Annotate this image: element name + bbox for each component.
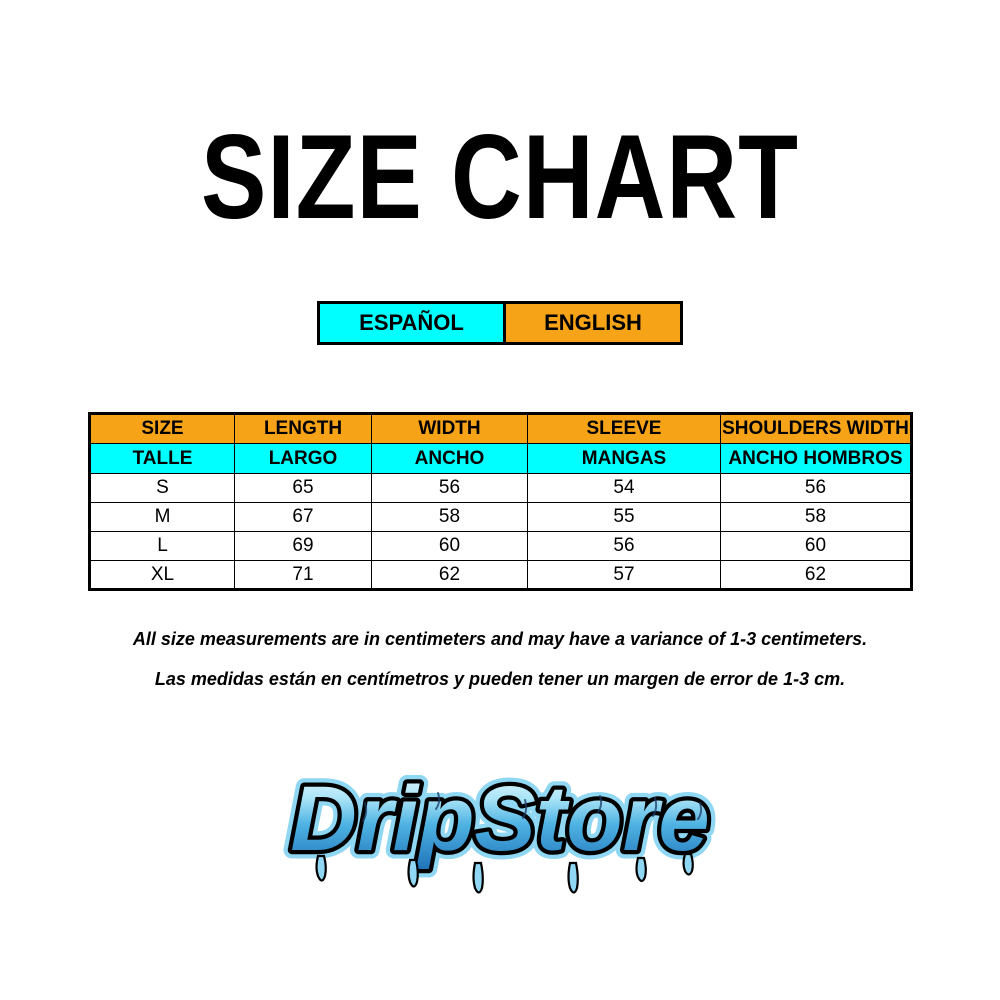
svg-text:DripStore: DripStore bbox=[290, 768, 709, 870]
